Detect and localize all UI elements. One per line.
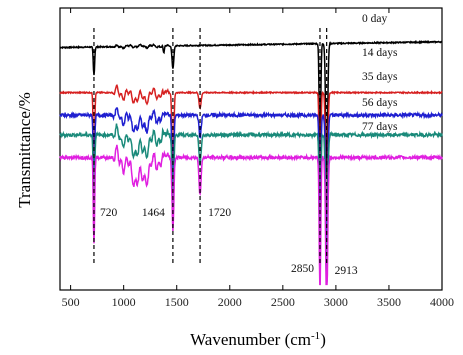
peak-label: 1720 (208, 207, 231, 219)
series-line (59, 83, 443, 233)
x-tick-label: 2500 (271, 295, 295, 309)
x-tick-label: 1500 (165, 295, 189, 309)
series-label: 14 days (362, 47, 398, 59)
plot-frame (59, 7, 443, 291)
x-axis-title: Wavenumber (cm-1) (190, 330, 326, 349)
x-tick-label: 4000 (430, 295, 454, 309)
axes: 500 1000 1500 2000 2500 3000 3500 4000 (59, 7, 454, 309)
series-label: 56 days (362, 97, 398, 109)
peak-label: 2913 (335, 265, 358, 277)
series-layer (59, 39, 443, 286)
x-tick-label: 1000 (112, 295, 136, 309)
x-tick-label: 2000 (218, 295, 242, 309)
x-tick-label: 500 (62, 295, 80, 309)
series-line (59, 39, 443, 179)
x-tick-label: 3500 (377, 295, 401, 309)
peak-label: 1464 (142, 207, 165, 219)
peaks-layer (93, 28, 328, 265)
series-line (59, 107, 443, 263)
series-line (59, 144, 443, 286)
series-label: 35 days (362, 71, 398, 83)
series-line (59, 123, 443, 285)
series-label: 77 days (362, 121, 398, 133)
x-tick-label: 3000 (324, 295, 348, 309)
series-label: 0 day (362, 13, 387, 25)
y-axis-title: Transmittance/% (15, 92, 34, 208)
peak-label: 720 (100, 207, 118, 219)
peak-label: 2850 (291, 263, 314, 275)
labels-layer: 720 1464 1720 2850 2913 0 day 14 days 35 days 56… (100, 13, 398, 277)
